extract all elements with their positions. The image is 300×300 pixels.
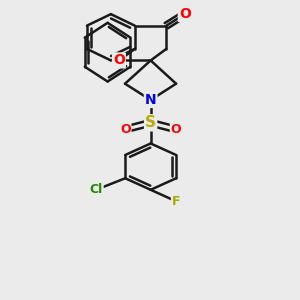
Text: O: O: [171, 123, 182, 136]
Text: O: O: [179, 7, 191, 21]
Text: O: O: [120, 123, 130, 136]
Text: O: O: [113, 53, 125, 68]
Text: N: N: [145, 93, 157, 107]
Text: Cl: Cl: [89, 183, 103, 196]
Text: F: F: [172, 195, 180, 208]
Text: S: S: [145, 115, 156, 130]
